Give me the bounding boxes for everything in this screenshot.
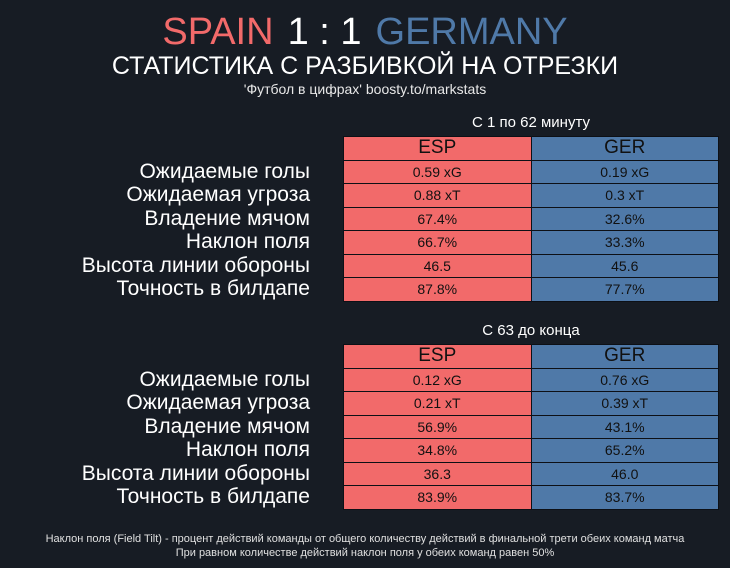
metric-label-field-tilt: Наклон поля bbox=[185, 230, 310, 253]
table-row: 83.9% 83.7% bbox=[343, 485, 719, 510]
home-value: 0.59 xG bbox=[343, 159, 532, 184]
table-row: 0.12 xG 0.76 xG bbox=[343, 367, 719, 392]
away-value: 0.3 xT bbox=[530, 183, 719, 208]
column-header-home: ESP bbox=[343, 344, 532, 369]
stats-table: ESP GER 0.12 xG 0.76 xG 0.21 xT 0.39 xT … bbox=[343, 344, 719, 510]
table-header-row: ESP GER bbox=[343, 344, 719, 369]
footnote: Наклон поля (Field Tilt) - процент дейст… bbox=[0, 532, 730, 560]
home-value: 87.8% bbox=[343, 277, 532, 302]
home-value: 46.5 bbox=[343, 253, 532, 278]
away-value: 45.6 bbox=[530, 253, 719, 278]
column-header-away: GER bbox=[530, 136, 719, 161]
home-value: 67.4% bbox=[343, 206, 532, 231]
column-header-away: GER bbox=[530, 344, 719, 369]
table-row: 0.21 xT 0.39 xT bbox=[343, 391, 719, 416]
table-row: 56.9% 43.1% bbox=[343, 414, 719, 439]
table-row: 36.3 46.0 bbox=[343, 461, 719, 486]
away-value: 0.76 xG bbox=[530, 367, 719, 392]
period-label: С 1 по 62 минуту bbox=[471, 114, 590, 131]
metric-label-xg: Ожидаемые голы bbox=[139, 367, 310, 391]
metric-labels: Ожидаемые голы Ожидаемая угроза Владение… bbox=[0, 136, 310, 301]
home-value: 0.88 xT bbox=[343, 183, 532, 208]
home-team-name: SPAIN bbox=[162, 11, 274, 53]
table-row: 67.4% 32.6% bbox=[343, 206, 719, 231]
home-value: 56.9% bbox=[343, 414, 532, 439]
table-row: 34.8% 65.2% bbox=[343, 438, 719, 463]
match-score: 1 : 1 bbox=[287, 11, 362, 53]
home-value: 0.12 xG bbox=[343, 367, 532, 392]
away-value: 46.0 bbox=[530, 461, 719, 486]
away-value: 0.39 xT bbox=[530, 391, 719, 416]
away-team-name: GERMANY bbox=[375, 11, 568, 53]
table-row: 66.7% 33.3% bbox=[343, 230, 719, 255]
away-value: 32.6% bbox=[530, 206, 719, 231]
away-value: 43.1% bbox=[530, 414, 719, 439]
footnote-line-1: Наклон поля (Field Tilt) - процент дейст… bbox=[45, 533, 685, 545]
away-value: 83.7% bbox=[530, 485, 719, 510]
home-value: 0.21 xT bbox=[343, 391, 532, 416]
metric-label-buildup-accuracy: Точность в билдапе bbox=[116, 277, 310, 300]
away-value: 65.2% bbox=[530, 438, 719, 463]
metric-label-defensive-line: Высота линии обороны bbox=[81, 461, 310, 485]
home-value: 34.8% bbox=[343, 438, 532, 463]
source-credit: 'Футбол в цифрах' boosty.to/markstats bbox=[243, 81, 487, 97]
away-value: 0.19 xG bbox=[530, 159, 719, 184]
table-header-row: ESP GER bbox=[343, 136, 719, 161]
away-value: 33.3% bbox=[530, 230, 719, 255]
match-score-header: SPAIN 1 : 1 GERMANY bbox=[0, 10, 730, 54]
metric-label-xt: Ожидаемая угроза bbox=[126, 183, 310, 206]
column-header-home: ESP bbox=[343, 136, 532, 161]
metric-label-possession: Владение мячом bbox=[144, 414, 310, 438]
period-label: С 63 до конца bbox=[482, 322, 580, 339]
table-row: 87.8% 77.7% bbox=[343, 277, 719, 302]
home-value: 83.9% bbox=[343, 485, 532, 510]
table-row: 46.5 45.6 bbox=[343, 253, 719, 278]
metric-labels: Ожидаемые голы Ожидаемая угроза Владение… bbox=[0, 344, 310, 509]
away-value: 77.7% bbox=[530, 277, 719, 302]
metric-label-defensive-line: Высота линии обороны bbox=[81, 253, 310, 277]
metric-label-possession: Владение мячом bbox=[144, 206, 310, 230]
home-value: 66.7% bbox=[343, 230, 532, 255]
metric-label-xt: Ожидаемая угроза bbox=[126, 391, 310, 414]
metric-label-xg: Ожидаемые голы bbox=[139, 159, 310, 183]
table-row: 0.88 xT 0.3 xT bbox=[343, 183, 719, 208]
stats-table: ESP GER 0.59 xG 0.19 xG 0.88 xT 0.3 xT 6… bbox=[343, 136, 719, 302]
metric-label-field-tilt: Наклон поля bbox=[185, 438, 310, 461]
table-row: 0.59 xG 0.19 xG bbox=[343, 159, 719, 184]
page-subtitle: СТАТИСТИКА С РАЗБИВКОЙ НА ОТРЕЗКИ bbox=[111, 52, 619, 80]
footnote-line-2: При равном количестве действий наклон по… bbox=[175, 547, 555, 559]
metric-label-buildup-accuracy: Точность в билдапе bbox=[116, 485, 310, 508]
home-value: 36.3 bbox=[343, 461, 532, 486]
